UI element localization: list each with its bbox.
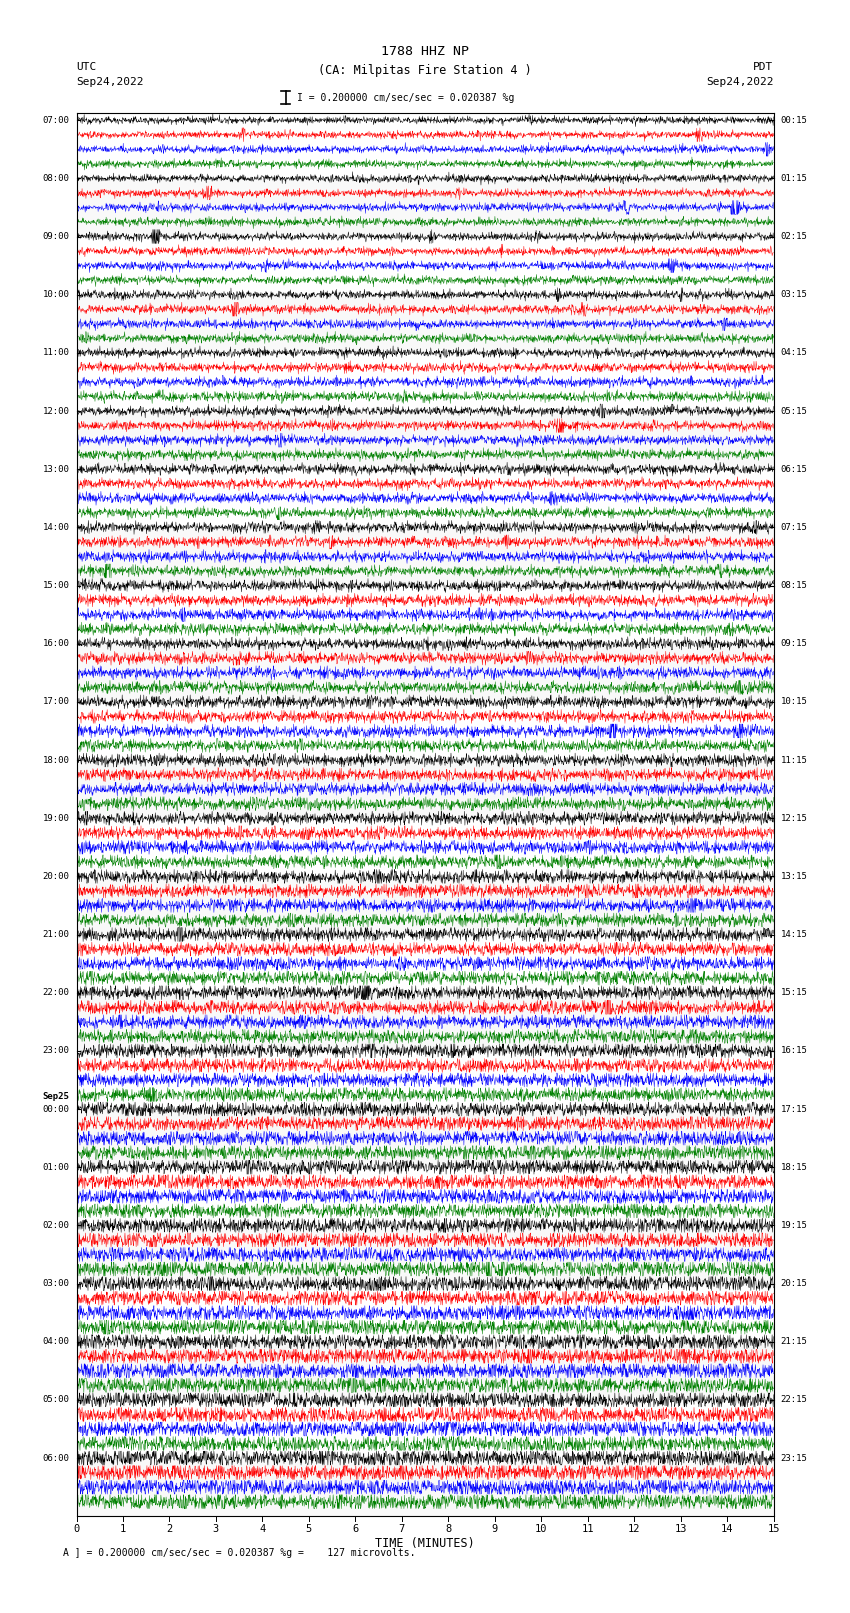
Text: 06:15: 06:15 (780, 465, 808, 474)
Text: 04:00: 04:00 (42, 1337, 70, 1347)
Text: 18:15: 18:15 (780, 1163, 808, 1171)
Text: 15:15: 15:15 (780, 989, 808, 997)
Text: (CA: Milpitas Fire Station 4 ): (CA: Milpitas Fire Station 4 ) (318, 63, 532, 76)
Text: 04:15: 04:15 (780, 348, 808, 358)
Text: 03:15: 03:15 (780, 290, 808, 298)
Text: 2: 2 (167, 1524, 173, 1534)
Text: 02:15: 02:15 (780, 232, 808, 240)
Text: 12: 12 (628, 1524, 640, 1534)
Text: 20:00: 20:00 (42, 873, 70, 881)
Text: 07:15: 07:15 (780, 523, 808, 532)
Text: Sep24,2022: Sep24,2022 (706, 77, 774, 87)
Text: 9: 9 (491, 1524, 498, 1534)
Text: 13: 13 (674, 1524, 687, 1534)
Text: 08:00: 08:00 (42, 174, 70, 182)
Text: 15:00: 15:00 (42, 581, 70, 590)
Text: 11: 11 (581, 1524, 594, 1534)
Bar (76, 1458, 774, 1516)
Text: 7: 7 (399, 1524, 405, 1534)
Text: 20:15: 20:15 (780, 1279, 808, 1289)
Text: 03:00: 03:00 (42, 1279, 70, 1289)
Text: 18:00: 18:00 (42, 755, 70, 765)
Text: 6: 6 (352, 1524, 359, 1534)
Text: 15: 15 (768, 1524, 779, 1534)
Text: 05:00: 05:00 (42, 1395, 70, 1405)
Text: A ] = 0.200000 cm/sec/sec = 0.020387 %g =    127 microvolts.: A ] = 0.200000 cm/sec/sec = 0.020387 %g … (63, 1548, 415, 1558)
Text: 17:15: 17:15 (780, 1105, 808, 1113)
Text: 08:15: 08:15 (780, 581, 808, 590)
Text: 1788 HHZ NP: 1788 HHZ NP (381, 45, 469, 58)
Text: 12:15: 12:15 (780, 813, 808, 823)
Text: 16:15: 16:15 (780, 1047, 808, 1055)
Bar (76, 644, 774, 702)
Bar (76, 411, 774, 469)
Text: 00:15: 00:15 (780, 116, 808, 124)
Text: Sep24,2022: Sep24,2022 (76, 77, 144, 87)
Text: 21:15: 21:15 (780, 1337, 808, 1347)
Text: 4: 4 (259, 1524, 265, 1534)
Text: 5: 5 (306, 1524, 312, 1534)
Text: 16:00: 16:00 (42, 639, 70, 648)
Bar (76, 1226, 774, 1284)
Text: 0: 0 (73, 1524, 80, 1534)
Text: 17:00: 17:00 (42, 697, 70, 706)
Text: I = 0.200000 cm/sec/sec = 0.020387 %g: I = 0.200000 cm/sec/sec = 0.020387 %g (298, 92, 514, 103)
Text: 23:15: 23:15 (780, 1453, 808, 1463)
Text: 13:15: 13:15 (780, 873, 808, 881)
Bar (76, 876, 774, 934)
Text: TIME (MINUTES): TIME (MINUTES) (375, 1537, 475, 1550)
Text: 10: 10 (535, 1524, 547, 1534)
Bar (76, 295, 774, 353)
Text: 13:00: 13:00 (42, 465, 70, 474)
Bar (76, 1110, 774, 1168)
Text: 10:15: 10:15 (780, 697, 808, 706)
Text: 22:15: 22:15 (780, 1395, 808, 1405)
Text: Sep25: Sep25 (42, 1092, 70, 1102)
Text: 00:00: 00:00 (42, 1105, 70, 1113)
Text: 05:15: 05:15 (780, 406, 808, 416)
Text: 14:15: 14:15 (780, 931, 808, 939)
Text: 11:15: 11:15 (780, 755, 808, 765)
Text: 01:15: 01:15 (780, 174, 808, 182)
Text: 02:00: 02:00 (42, 1221, 70, 1229)
Bar (76, 179, 774, 237)
Text: 23:00: 23:00 (42, 1047, 70, 1055)
Bar (76, 992, 774, 1052)
Text: 19:15: 19:15 (780, 1221, 808, 1229)
Text: 19:00: 19:00 (42, 813, 70, 823)
Text: 11:00: 11:00 (42, 348, 70, 358)
Text: 01:00: 01:00 (42, 1163, 70, 1171)
Text: 06:00: 06:00 (42, 1453, 70, 1463)
Text: 3: 3 (212, 1524, 219, 1534)
Text: 12:00: 12:00 (42, 406, 70, 416)
Bar (76, 527, 774, 586)
Text: UTC: UTC (76, 63, 97, 73)
Text: 09:00: 09:00 (42, 232, 70, 240)
Text: 8: 8 (445, 1524, 451, 1534)
Bar (76, 760, 774, 818)
Text: 1: 1 (120, 1524, 126, 1534)
Text: 07:00: 07:00 (42, 116, 70, 124)
Text: 14:00: 14:00 (42, 523, 70, 532)
Bar (76, 1342, 774, 1400)
Text: PDT: PDT (753, 63, 774, 73)
Text: 22:00: 22:00 (42, 989, 70, 997)
Text: 10:00: 10:00 (42, 290, 70, 298)
Text: 09:15: 09:15 (780, 639, 808, 648)
Text: 14: 14 (721, 1524, 734, 1534)
Text: 21:00: 21:00 (42, 931, 70, 939)
